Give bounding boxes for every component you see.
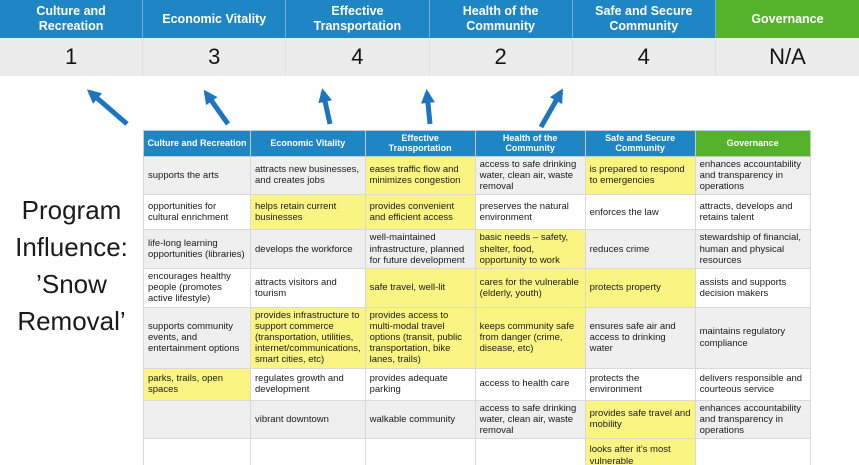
- table-row: vibrant downtown walkable community access…: [143, 399, 811, 440]
- scorecard-column-governance: Governance N/A: [715, 0, 859, 76]
- matrix-cell: assists and supports decision makers: [694, 267, 811, 308]
- matrix-cell-highlighted: provides infrastructure to support comme…: [250, 306, 366, 369]
- matrix-body: supports the arts attracts new businesses…: [143, 155, 811, 465]
- table-row: opportunities for cultural enrichment hel…: [143, 194, 811, 231]
- matrix-column-header-governance: Governance: [694, 130, 811, 157]
- scorecard: Culture and Recreation 1 Economic Vitality…: [0, 0, 859, 76]
- scorecard-score-value: 1: [0, 38, 144, 76]
- matrix-cell: develops the workforce: [250, 229, 366, 269]
- up-arrow-icon: [203, 89, 231, 126]
- scorecard-column-culture-and-recreation: Culture and Recreation 1: [0, 0, 144, 76]
- up-arrow-icon: [420, 89, 435, 125]
- matrix-cell: [694, 438, 811, 465]
- matrix-column-header-effective-transportation: Effective Transportation: [364, 130, 476, 157]
- matrix-cell: attracts new businesses, and creates job…: [250, 155, 366, 196]
- scorecard-score-value: N/A: [715, 38, 859, 76]
- table-row: parks, trails, open spaces regulates grow…: [143, 367, 811, 401]
- scorecard-column-effective-transportation: Effective Transportation 4: [286, 0, 430, 76]
- matrix-cell: provides adequate parking: [364, 367, 476, 401]
- table-row: life-long learning opportunities (librar…: [143, 229, 811, 269]
- matrix-cell: maintains regulatory compliance: [694, 306, 811, 369]
- influence-matrix: Culture and Recreation Economic Vitality E…: [143, 130, 811, 465]
- matrix-cell: [143, 399, 251, 440]
- matrix-column-header-health-of-the-community: Health of the Community: [474, 130, 586, 157]
- table-row: supports community events, and entertain…: [143, 306, 811, 369]
- scorecard-header-label: Economic Vitality: [143, 0, 287, 38]
- scorecard-column-health-of-the-community: Health of the Community 2: [429, 0, 573, 76]
- matrix-cell: enhances accountability and transparency…: [694, 399, 811, 440]
- matrix-cell-highlighted: keeps community safe from danger (crime,…: [474, 306, 586, 369]
- matrix-cell: encourages healthy people (promotes acti…: [143, 267, 251, 308]
- scorecard-score-value: 4: [572, 38, 716, 76]
- matrix-cell: delivers responsible and courteous servi…: [694, 367, 811, 401]
- matrix-cell: attracts, develops and retains talent: [694, 194, 811, 231]
- matrix-cell-highlighted: provides safe travel and mobility: [584, 399, 696, 440]
- scorecard-column-safe-and-secure-community: Safe and Secure Community 4: [572, 0, 716, 76]
- matrix-cell-highlighted: protects property: [584, 267, 696, 308]
- page-title: Program Influence: ’Snow Removal’: [15, 195, 128, 336]
- matrix-cell: [364, 438, 476, 465]
- matrix-header-row: Culture and Recreation Economic Vitality E…: [143, 130, 811, 157]
- scorecard-header-label: Safe and Secure Community: [572, 0, 716, 38]
- table-row: supports the arts attracts new businesses…: [143, 155, 811, 196]
- table-row: looks after it's most vulnerable: [143, 438, 811, 465]
- matrix-cell: stewardship of financial, human and phys…: [694, 229, 811, 269]
- matrix-cell-highlighted: is prepared to respond to emergencies: [584, 155, 696, 196]
- scorecard-header-label: Health of the Community: [429, 0, 573, 38]
- matrix-cell-highlighted: eases traffic flow and minimizes congest…: [364, 155, 476, 196]
- influence-arrows: [86, 88, 564, 129]
- matrix-cell: well-maintained infrastructure, planned …: [364, 229, 476, 269]
- scorecard-column-economic-vitality: Economic Vitality 3: [143, 0, 287, 76]
- matrix-cell-highlighted: provides access to multi-modal travel op…: [364, 306, 476, 369]
- scorecard-score-value: 2: [429, 38, 573, 76]
- matrix-column-header-safe-and-secure-community: Safe and Secure Community: [584, 130, 696, 157]
- scorecard-header-label: Governance: [715, 0, 859, 38]
- matrix-cell: supports the arts: [143, 155, 251, 196]
- matrix-column-header-culture-and-recreation: Culture and Recreation: [143, 130, 251, 157]
- up-arrow-icon: [86, 89, 129, 126]
- matrix-cell: access to safe drinking water, clean air…: [474, 155, 586, 196]
- matrix-cell: [250, 438, 366, 465]
- matrix-cell-highlighted: basic needs – safety, shelter, food, opp…: [474, 229, 586, 269]
- scorecard-header-label: Effective Transportation: [286, 0, 430, 38]
- matrix-cell: [143, 438, 251, 465]
- matrix-cell: access to safe drinking water, clean air…: [474, 399, 586, 440]
- matrix-cell-highlighted: parks, trails, open spaces: [143, 367, 251, 401]
- matrix-cell: preserves the natural environment: [474, 194, 586, 231]
- matrix-cell: attracts visitors and tourism: [250, 267, 366, 308]
- matrix-cell-highlighted: provides convenient and efficient access: [364, 194, 476, 231]
- scorecard-header-label: Culture and Recreation: [0, 0, 144, 38]
- scorecard-score-value: 4: [286, 38, 430, 76]
- matrix-cell: vibrant downtown: [250, 399, 366, 440]
- scorecard-score-value: 3: [143, 38, 287, 76]
- matrix-cell: reduces crime: [584, 229, 696, 269]
- matrix-cell: access to health care: [474, 367, 586, 401]
- matrix-cell-highlighted: helps retain current businesses: [250, 194, 366, 231]
- matrix-cell-highlighted: cares for the vulnerable (elderly, youth…: [474, 267, 586, 308]
- table-row: encourages healthy people (promotes acti…: [143, 267, 811, 308]
- matrix-column-header-economic-vitality: Economic Vitality: [250, 130, 366, 157]
- up-arrow-icon: [538, 88, 564, 129]
- matrix-cell: [474, 438, 586, 465]
- matrix-cell-highlighted: looks after it's most vulnerable: [584, 438, 696, 465]
- matrix-cell: supports community events, and entertain…: [143, 306, 251, 369]
- matrix-cell-highlighted: safe travel, well-lit: [364, 267, 476, 308]
- matrix-cell: protects the environment: [584, 367, 696, 401]
- matrix-cell: enforces the law: [584, 194, 696, 231]
- matrix-cell: life-long learning opportunities (librar…: [143, 229, 251, 269]
- matrix-cell: enhances accountability and transparency…: [694, 155, 811, 196]
- matrix-cell: walkable community: [364, 399, 476, 440]
- matrix-cell: regulates growth and development: [250, 367, 366, 401]
- up-arrow-icon: [318, 88, 333, 125]
- matrix-cell: opportunities for cultural enrichment: [143, 194, 251, 231]
- matrix-cell: ensures safe air and access to drinking …: [584, 306, 696, 369]
